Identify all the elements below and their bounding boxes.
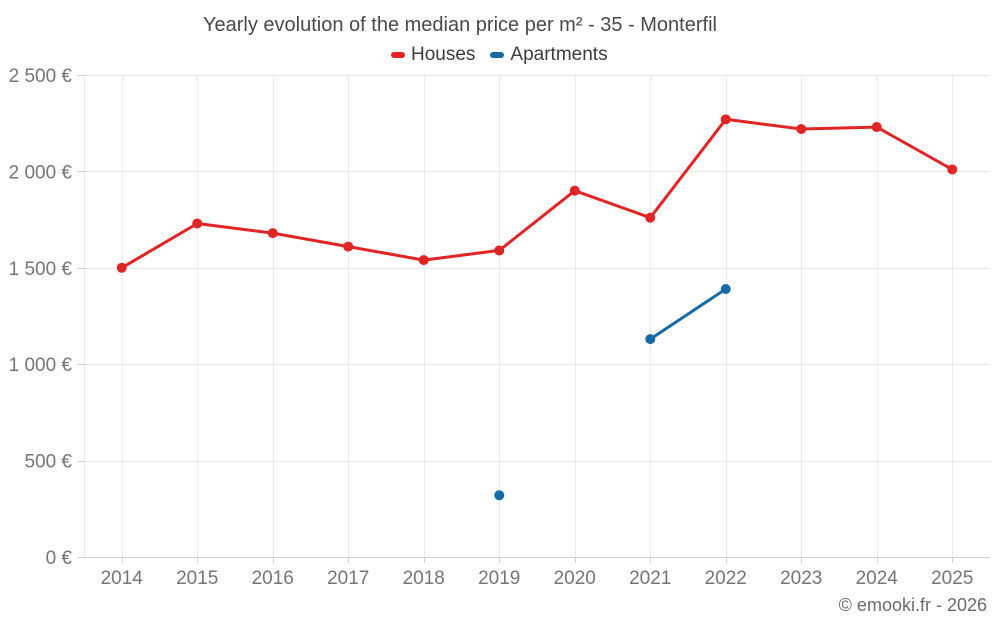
x-axis-label: 2025 [931,568,973,589]
y-axis-label: 1 000 € [9,355,73,376]
legend: Houses Apartments [391,44,608,66]
x-axis-label: 2014 [101,568,144,589]
data-point-houses-2019[interactable] [494,245,505,256]
x-axis-label: 2023 [780,568,822,589]
data-point-houses-2016[interactable] [267,228,278,239]
x-axis-label: 2018 [403,568,445,589]
y-axis-label: 1 500 € [9,259,73,280]
legend-item-apartments[interactable]: Apartments [490,44,608,66]
credits-link[interactable]: © emooki.fr - 2026 [838,595,987,615]
x-axis-label: 2016 [252,568,294,589]
chart-title: Yearly evolution of the median price per… [203,14,717,36]
x-axis-label: 2022 [705,568,747,589]
data-point-houses-2015[interactable] [192,218,203,229]
data-point-houses-2017[interactable] [343,241,354,252]
series-line-apartments [648,287,728,341]
legend-label-apartments: Apartments [510,44,608,65]
data-point-apartments-2022[interactable] [720,284,731,295]
legend-label-houses: Houses [411,44,476,65]
data-point-houses-2022[interactable] [720,114,731,125]
data-point-houses-2014[interactable] [116,262,127,273]
y-axis-label: 2 500 € [9,66,73,87]
data-point-houses-2018[interactable] [418,255,429,266]
data-point-houses-2023[interactable] [796,123,807,134]
y-axis-label: 0 € [46,548,73,569]
data-point-houses-2025[interactable] [947,164,958,175]
data-point-houses-2024[interactable] [871,122,882,133]
houses-legend-marker-icon [391,52,405,58]
legend-item-houses[interactable]: Houses [391,44,475,66]
x-axis-label: 2019 [478,568,520,589]
apartments-legend-marker-icon [490,52,505,58]
y-axis-label: 2 000 € [9,162,73,183]
data-point-houses-2020[interactable] [569,185,580,196]
y-axis-label: 500 € [24,452,72,473]
data-point-apartments-2019[interactable] [494,490,505,501]
x-axis-label: 2020 [554,568,596,589]
data-point-houses-2021[interactable] [645,212,656,223]
x-axis-label: 2015 [176,568,218,589]
x-axis-label: 2021 [629,568,671,589]
x-axis-label: 2017 [327,568,369,589]
series-line-houses [120,117,954,270]
data-point-apartments-2021[interactable] [645,334,656,345]
x-axis-label: 2024 [856,568,899,589]
